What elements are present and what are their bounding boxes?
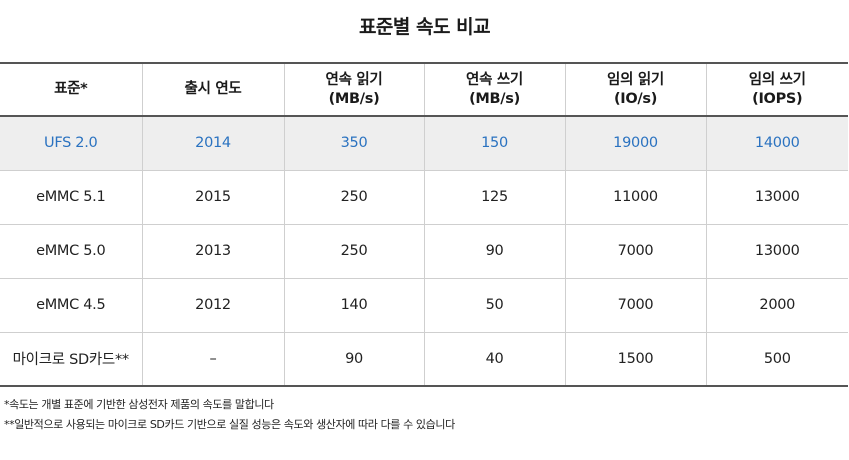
cell-seq-read: 90: [283, 331, 424, 387]
table-row: eMMC 4.5 2012 140 50 7000 2000: [0, 277, 848, 332]
cell-year: –: [141, 331, 284, 387]
cell-year: 2014: [141, 116, 284, 170]
cell-seq-read: 140: [283, 277, 424, 332]
cell-rand-read: 1500: [564, 331, 706, 387]
header-rand-read-unit: (IO/s): [613, 90, 658, 107]
table-row: UFS 2.0 2014 350 150 19000 14000: [0, 116, 848, 170]
header-release-year: 출시 연도: [141, 62, 284, 117]
cell-seq-read: 250: [283, 223, 424, 278]
table-row: 마이크로 SD카드** – 90 40 1500 500: [0, 331, 848, 387]
footnote-microsd: **일반적으로 사용되는 마이크로 SD카드 기반으로 실질 성능은 속도와 생…: [4, 418, 455, 431]
header-seq-read-label: 연속 읽기: [325, 71, 383, 88]
cell-rand-write: 13000: [705, 169, 848, 224]
cell-seq-write: 90: [423, 223, 565, 278]
header-seq-read-unit: (MB/s): [328, 90, 380, 107]
table-row: eMMC 5.0 2013 250 90 7000 13000: [0, 223, 848, 278]
cell-rand-write: 500: [705, 331, 848, 387]
cell-standard: eMMC 4.5: [0, 277, 142, 332]
table-header-row: 표준* 출시 연도 연속 읽기 (MB/s) 연속 쓰기 (MB/s) 임의 읽…: [0, 62, 848, 117]
footnotes: *속도는 개별 표준에 기반한 삼성전자 제품의 속도를 말합니다 **일반적으…: [4, 398, 455, 438]
header-seq-read: 연속 읽기 (MB/s): [283, 62, 424, 117]
cell-rand-read: 7000: [564, 277, 706, 332]
header-rand-write-unit: (IOPS): [752, 90, 803, 107]
cell-year: 2012: [141, 277, 284, 332]
page-title: 표준별 속도 비교: [358, 16, 491, 38]
cell-rand-write: 2000: [705, 277, 848, 332]
cell-standard: 마이크로 SD카드**: [0, 331, 142, 387]
cell-year: 2013: [141, 223, 284, 278]
header-seq-write: 연속 쓰기 (MB/s): [423, 62, 565, 117]
header-standard: 표준*: [0, 62, 142, 117]
cell-rand-read: 7000: [564, 223, 706, 278]
footnote-speed: *속도는 개별 표준에 기반한 삼성전자 제품의 속도를 말합니다: [4, 398, 274, 411]
cell-standard: eMMC 5.0: [0, 223, 142, 278]
header-rand-read: 임의 읽기 (IO/s): [564, 62, 706, 117]
header-seq-write-unit: (MB/s): [469, 90, 520, 107]
cell-rand-write: 13000: [705, 223, 848, 278]
cell-standard: UFS 2.0: [44, 135, 98, 152]
header-rand-write-label: 임의 쓰기: [748, 71, 806, 88]
cell-rand-write: 14000: [705, 116, 848, 170]
cell-year: 2015: [141, 169, 284, 224]
cell-seq-write: 40: [423, 331, 565, 387]
cell-seq-write: 150: [423, 116, 565, 170]
header-seq-write-label: 연속 쓰기: [466, 71, 523, 88]
speed-comparison-table: 표준* 출시 연도 연속 읽기 (MB/s) 연속 쓰기 (MB/s) 임의 읽…: [0, 62, 848, 387]
cell-standard: eMMC 5.1: [0, 169, 142, 224]
cell-rand-read: 11000: [564, 169, 706, 224]
cell-seq-write: 125: [423, 169, 565, 224]
cell-rand-read: 19000: [564, 116, 706, 170]
table-row: eMMC 5.1 2015 250 125 11000 13000: [0, 169, 848, 224]
header-rand-read-label: 임의 읽기: [607, 71, 664, 88]
header-rand-write: 임의 쓰기 (IOPS): [705, 62, 848, 117]
cell-seq-write: 50: [423, 277, 565, 332]
cell-seq-read: 350: [283, 116, 424, 170]
cell-seq-read: 250: [283, 169, 424, 224]
